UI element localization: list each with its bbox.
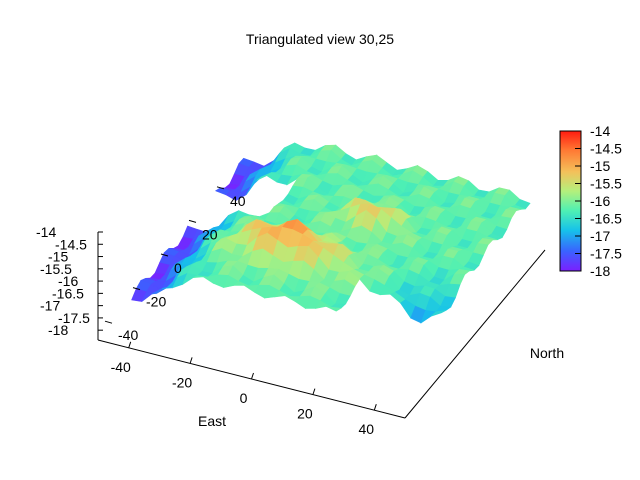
y-tick-mark — [132, 287, 141, 291]
x-tick-label: -20 — [172, 374, 192, 390]
x-tick-mark — [128, 341, 132, 348]
colorbar-tick-label: -15 — [590, 158, 610, 174]
z-tick-label: -14.5 — [55, 236, 87, 252]
y-tick-mark — [104, 320, 113, 324]
y-tick-label: 0 — [174, 260, 182, 276]
x-tick-label: 20 — [297, 406, 313, 422]
x-axis-label: East — [198, 413, 226, 429]
z-tick-label: -17.5 — [58, 310, 90, 326]
colorbar-tick-label: -17 — [590, 228, 610, 244]
y-axis-label: North — [530, 345, 564, 361]
z-tick-label: -17 — [40, 298, 60, 314]
z-tick-label: -16.5 — [52, 285, 84, 301]
x-tick-mark — [373, 404, 377, 411]
z-tick-label: -18 — [48, 322, 68, 338]
x-tick-mark — [312, 388, 316, 395]
x-tick-mark — [189, 357, 193, 364]
colorbar-tick-label: -17.5 — [590, 246, 622, 262]
colorbar-tick-label: -15.5 — [590, 176, 622, 192]
colorbar-tick-label: -16.5 — [590, 211, 622, 227]
surface-mesh — [131, 142, 531, 324]
colorbar-ticks: -14 -14.5-15 -15.5-16 -16.5-17 -17.5-18 — [575, 123, 622, 279]
surface-facet — [430, 310, 447, 317]
colorbar-tick-label: -14 — [590, 123, 610, 139]
y-tick-mark — [188, 219, 197, 223]
z-ticks: -14-14.5-15-15.5-16-16.5-17-17.5-18 — [36, 224, 103, 338]
x-tick-label: 0 — [240, 390, 248, 406]
z-tick-label: -15.5 — [40, 261, 72, 277]
y-tick-label: 40 — [230, 193, 246, 209]
chart-title: Triangulated view 30,25 — [246, 31, 394, 47]
y-axis-line — [404, 249, 546, 419]
y-tick-mark — [160, 253, 169, 257]
surface-facet — [325, 306, 342, 312]
colorbar-tick-label: -16 — [590, 193, 610, 209]
y-tick-label: 20 — [202, 226, 218, 242]
x-tick-mark — [251, 372, 254, 380]
z-tick-label: -15 — [48, 249, 68, 265]
y-tick-mark — [216, 186, 225, 190]
colorbar-tick-label: -18 — [590, 263, 610, 279]
y-ticks: -40 -20 0 20 40 — [104, 186, 246, 343]
y-tick-label: -40 — [118, 327, 138, 343]
x-tick-label: -40 — [111, 359, 131, 375]
z-tick-label: -16 — [58, 273, 78, 289]
y-tick-label: -20 — [146, 294, 166, 310]
z-tick-label: -14 — [36, 224, 56, 240]
x-ticks: -40 -20 0 20 40 — [111, 341, 377, 437]
colorbar-tick-label: -14.5 — [590, 141, 622, 157]
x-tick-label: 40 — [359, 421, 375, 437]
